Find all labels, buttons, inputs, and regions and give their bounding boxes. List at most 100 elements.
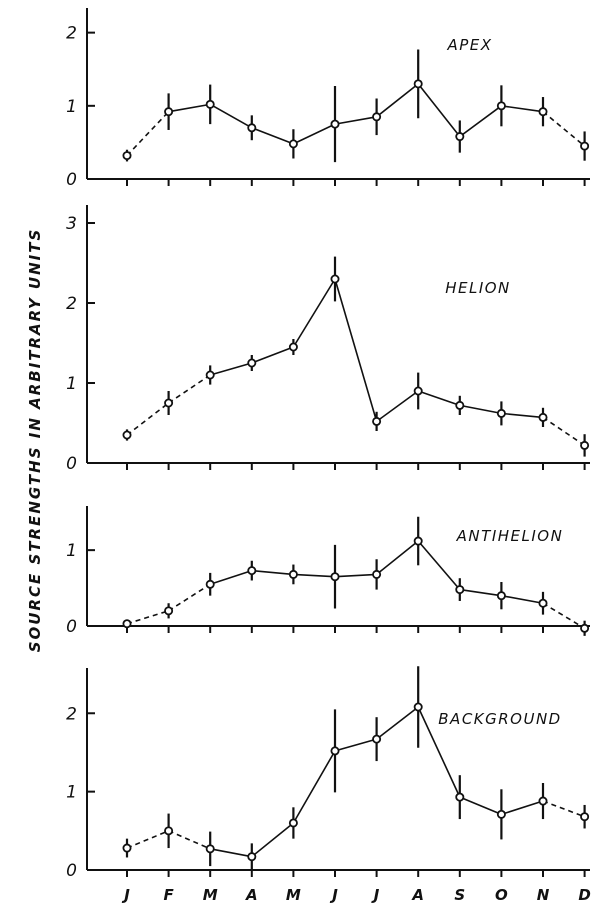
data-point [164,606,174,616]
series-segment [209,362,253,376]
month-label: M [203,886,218,904]
series-segment [376,540,419,576]
series-segment [210,848,252,858]
data-point [455,585,465,595]
series-segment [542,800,585,818]
data-point [580,623,590,633]
data-point [372,734,382,744]
data-point [455,132,465,142]
month-label: O [495,886,508,904]
data-point [496,408,506,418]
series-segment [209,569,253,586]
series-segment [459,404,502,415]
series-segment [542,416,586,447]
data-point [330,572,340,582]
data-point [247,566,257,576]
data-point [205,99,215,109]
data-point [122,430,132,440]
panel-antihelion: 0 1 ANTIHELION [66,506,590,637]
series-segment [168,374,211,404]
data-point [330,119,340,129]
series-segment [126,402,170,436]
month-label: J [371,886,380,904]
series-segment [251,127,294,145]
data-point [496,101,506,111]
data-point [122,843,132,853]
data-point [205,370,215,380]
series-segment [334,738,377,752]
panel-title: BACKGROUND [438,710,561,728]
data-point [455,400,465,410]
data-point [247,123,257,133]
data-point [413,79,423,89]
series-segment [417,83,461,138]
series-segment [168,583,211,612]
panel-title: HELION [445,279,511,297]
panel-background: 0 1 2 BACKGROUND [66,666,590,881]
data-point [122,151,132,161]
data-point [164,826,174,836]
data-point [164,107,174,117]
month-label: A [245,886,258,904]
panels-group: 0 1 2 APEX 0 1 2 3 HELION 0 1 ANTIHELION 0 1 2 BACKGROU… [66,8,590,881]
series-segment [542,111,586,147]
data-point [205,579,215,589]
panel-helion: 0 1 2 3 HELION [66,205,590,474]
y-tick-label: 0 [66,454,77,474]
series-segment [334,573,377,578]
series-segment [459,796,502,816]
series-segment [501,105,544,113]
series-segment [501,412,544,419]
data-point [122,619,132,629]
y-tick-label: 2 [66,24,77,44]
data-point [538,796,548,806]
y-tick-label: 0 [66,617,77,637]
data-point [538,412,548,422]
month-label: J [121,886,130,904]
data-point [330,274,340,284]
series-segment [459,105,502,138]
data-point [205,844,215,854]
series-segment [251,569,294,576]
y-tick-label: 3 [66,214,77,234]
series-segment [542,602,586,629]
series-segment [417,706,461,798]
data-point [496,809,506,819]
month-label: N [537,886,550,904]
data-point [455,792,465,802]
data-point [538,598,548,608]
data-point [413,386,423,396]
series-segment [334,278,378,422]
series-segment [376,390,419,423]
series-segment [417,540,461,591]
series-segment [209,103,253,129]
y-tick-label: 1 [66,541,77,561]
y-tick-label: 1 [66,783,77,803]
y-tick-label: 0 [66,170,77,190]
panel-title: APEX [446,36,492,54]
data-point [496,591,506,601]
series-segment [292,750,336,824]
y-tick-label: 0 [66,861,77,881]
series-segment [168,830,211,850]
data-point [372,112,382,122]
series-segment [334,116,377,125]
series-segment [126,610,169,625]
data-point [372,569,382,579]
data-point [288,569,298,579]
y-tick-label: 2 [66,294,77,314]
month-label: S [454,886,465,904]
data-point [580,440,590,450]
panel-title: ANTIHELION [456,527,564,545]
y-tick-label: 2 [66,704,77,724]
data-point [288,139,298,149]
series-segment [376,83,419,118]
series-segment [251,822,294,858]
series-segment [293,573,336,578]
month-label: M [286,886,301,904]
panel-apex: 0 1 2 APEX [66,8,590,190]
data-point [247,358,257,368]
